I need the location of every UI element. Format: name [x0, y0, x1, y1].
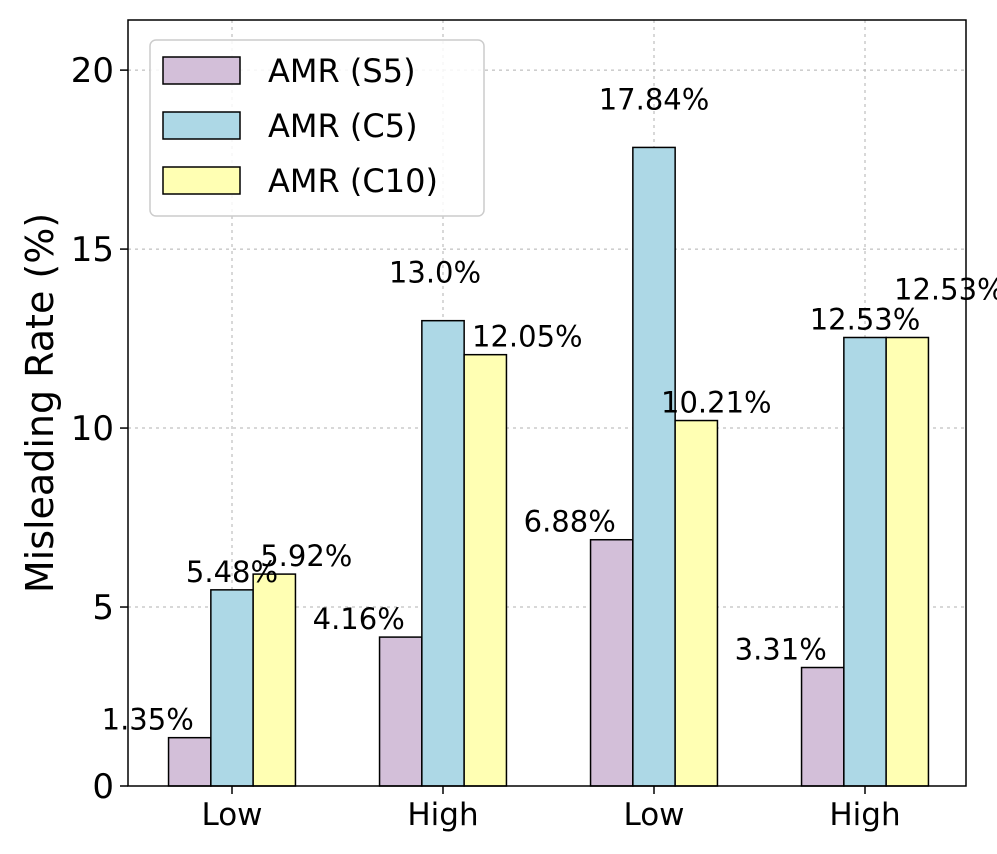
bar — [674, 419, 719, 787]
y-tick-label: 20 — [71, 51, 114, 91]
bar — [589, 538, 634, 787]
bar — [800, 666, 845, 787]
bar — [843, 336, 887, 787]
legend-label: AMR (C5) — [268, 107, 418, 145]
data-label: 12.53% — [894, 272, 997, 306]
data-label: 10.21% — [661, 386, 772, 420]
legend-label: AMR (S5) — [268, 52, 416, 90]
data-label: 1.35% — [102, 703, 194, 737]
data-label: 5.48% — [186, 555, 278, 589]
data-label: 13.0% — [389, 256, 481, 290]
y-tick-label: 0 — [92, 767, 114, 807]
x-tick-label: Low — [201, 797, 262, 833]
bars — [167, 146, 930, 787]
bar — [378, 636, 423, 787]
y-tick-label: 10 — [71, 409, 114, 449]
data-label: 17.84% — [599, 82, 710, 116]
bar — [463, 353, 508, 787]
legend: AMR (S5) AMR (C5) AMR (C10) — [149, 39, 485, 217]
legend-label: AMR (C10) — [268, 162, 438, 200]
legend-swatch — [162, 56, 241, 85]
bar — [210, 589, 254, 787]
bar — [167, 736, 212, 787]
bar — [885, 336, 930, 787]
data-label: 12.05% — [472, 320, 583, 354]
data-label: 3.31% — [735, 633, 827, 667]
x-tick-label: High — [829, 797, 900, 833]
axes: 0 5 10 15 20 Low High Low High — [71, 51, 901, 833]
bar — [421, 319, 465, 787]
data-label: 5.92% — [260, 539, 352, 573]
y-tick-label: 15 — [71, 230, 114, 270]
data-labels: 1.35% 4.16% 6.88% 3.31% 5.48% 13.0% 17.84% 12.5… — [102, 82, 997, 736]
legend-swatch — [162, 166, 241, 195]
y-axis-label: Misleading Rate (%) — [18, 213, 62, 593]
y-tick-label: 5 — [92, 588, 114, 628]
data-label: 6.88% — [524, 505, 616, 539]
x-tick-label: Low — [623, 797, 684, 833]
x-tick-label: High — [407, 797, 478, 833]
legend-swatch — [162, 111, 241, 140]
bar — [632, 146, 676, 787]
data-label: 12.53% — [810, 302, 921, 336]
bar — [252, 573, 297, 787]
data-label: 4.16% — [313, 602, 405, 636]
plot-frame — [127, 19, 967, 787]
